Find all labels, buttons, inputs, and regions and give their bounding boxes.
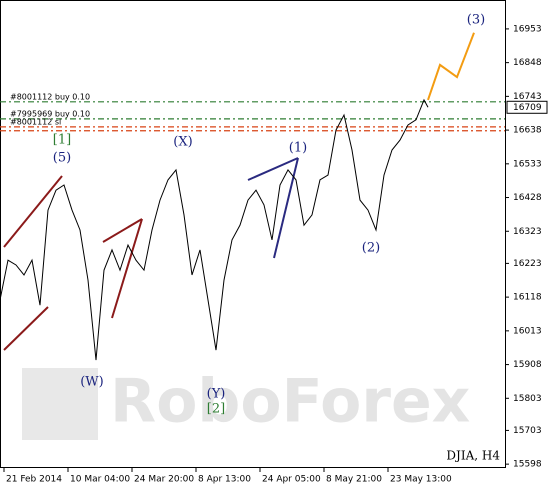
y-tick-label: 15908 xyxy=(513,360,542,370)
y-tick-label: 16013 xyxy=(513,326,542,336)
price-line xyxy=(0,98,429,361)
last-price-label: 16709 xyxy=(513,103,542,113)
x-tick-label: 21 Feb 2014 xyxy=(6,475,62,485)
x-tick-label: 10 Mar 04:00 xyxy=(70,475,130,485)
channels xyxy=(3,157,299,351)
x-tick-label: 24 Apr 05:00 xyxy=(262,475,321,485)
y-tick-label: 16848 xyxy=(513,58,542,68)
order-label: #7995969 buy 0.10 xyxy=(10,109,90,118)
channel-line xyxy=(247,157,299,181)
y-tick-label: 16953 xyxy=(513,24,542,34)
wave-label: (3) xyxy=(467,12,485,27)
wave-label: (5) xyxy=(53,151,71,166)
channel-line xyxy=(3,175,63,248)
wave-label: [2] xyxy=(207,402,225,417)
y-tick-label: 16428 xyxy=(513,193,542,203)
y-tick-label: 16533 xyxy=(513,159,542,169)
wave-label: (X) xyxy=(173,134,192,149)
watermark-logo xyxy=(22,368,98,440)
order-label: #8001112 sl xyxy=(10,117,61,126)
instrument-label: DJIA, H4 xyxy=(446,449,500,463)
order-label: #8001112 buy 0.10 xyxy=(10,92,90,101)
y-tick-label: 15703 xyxy=(513,426,542,436)
last-price-box xyxy=(506,100,548,114)
price-line xyxy=(427,32,475,101)
x-tick-label: 24 Mar 20:00 xyxy=(134,475,194,485)
x-tick-label: 8 May 21:00 xyxy=(326,475,382,485)
x-tick-label: 8 Apr 13:00 xyxy=(198,475,251,485)
x-tick-label: 23 May 13:00 xyxy=(390,475,452,485)
channel-line xyxy=(111,218,143,319)
wave-label: (W) xyxy=(80,375,104,390)
y-tick-label: 15803 xyxy=(513,394,542,404)
channel-line xyxy=(273,157,299,259)
y-tick-label: 16223 xyxy=(513,259,542,269)
y-tick-label: 16118 xyxy=(513,293,542,303)
y-tick-label: 15598 xyxy=(513,460,542,470)
y-tick-label: 16323 xyxy=(513,227,542,237)
wave-label: (Y) xyxy=(207,387,226,402)
wave-label: [1] xyxy=(53,133,71,148)
channel-line xyxy=(3,306,49,351)
wave-label: (1) xyxy=(289,141,307,156)
watermark: RoboForex xyxy=(110,367,470,437)
wave-label: (2) xyxy=(362,240,380,255)
y-tick-label: 16638 xyxy=(513,126,542,136)
watermark-group: RoboForex xyxy=(22,367,470,440)
channel-line xyxy=(102,218,143,243)
y-tick-label: 16743 xyxy=(513,92,542,102)
